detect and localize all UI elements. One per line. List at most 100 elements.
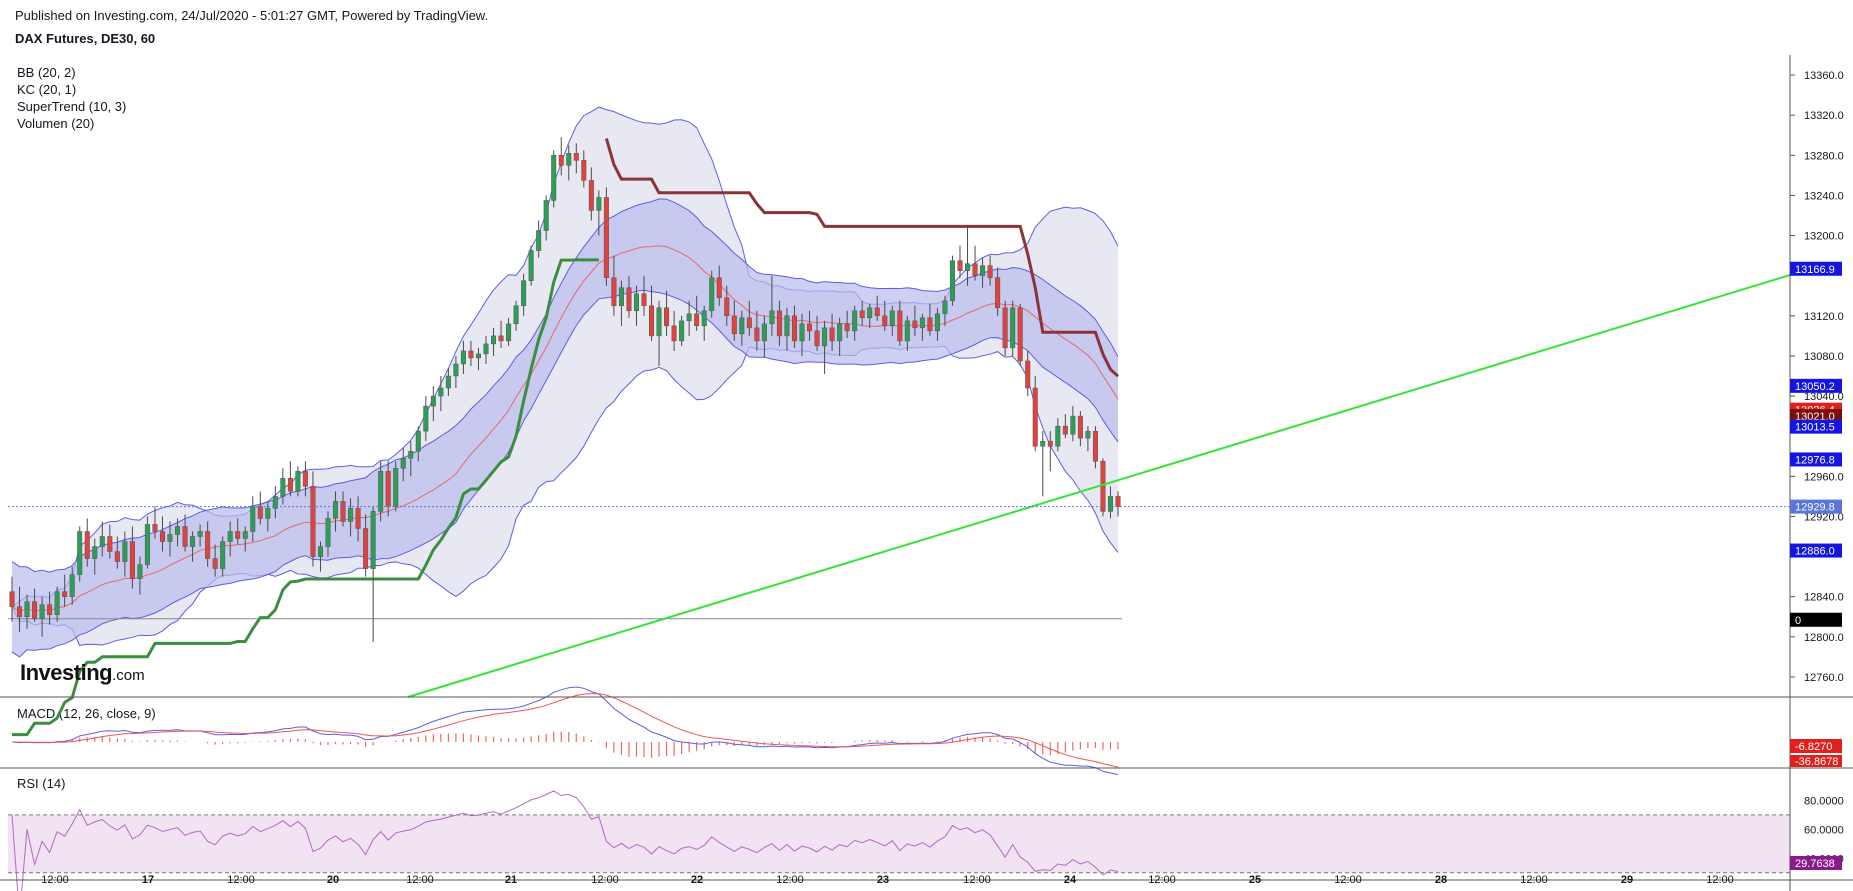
candle-body — [430, 395, 436, 407]
candle-body — [84, 531, 90, 559]
candle-body — [348, 508, 354, 522]
price-label-text: 12929.8 — [1795, 502, 1835, 514]
candle-body — [1025, 360, 1031, 389]
candle-body — [739, 317, 745, 335]
candle-body — [949, 260, 955, 302]
price-label-bg — [1790, 499, 1842, 514]
candle-body — [867, 307, 873, 319]
candle-body — [122, 541, 128, 562]
candle-body — [588, 180, 594, 211]
candle-body — [536, 230, 542, 251]
kc-fill — [12, 198, 1118, 657]
legend-item-kc[interactable]: KC (20, 1) — [17, 82, 77, 97]
candle-body — [190, 536, 196, 547]
candle-body — [844, 323, 850, 332]
x-tick-label: 12:00 — [41, 874, 69, 886]
price-label-text: 0 — [1795, 615, 1801, 627]
candle-body — [460, 350, 466, 365]
candle-body — [980, 265, 986, 276]
price-label-bg — [1790, 378, 1842, 393]
x-tick-label: 17 — [142, 874, 154, 886]
rsi-band — [8, 814, 1790, 873]
macd-signal-value: -6.8270 — [1795, 741, 1832, 753]
candle-body — [506, 323, 512, 342]
price-label-text: 12886.0 — [1795, 546, 1835, 558]
symbol-title: DAX Futures, DE30, 60 — [15, 31, 156, 46]
supertrend-up — [12, 258, 599, 737]
y-tick-label: 12760.0 — [1804, 672, 1844, 684]
candle-body — [498, 335, 504, 342]
candle-body — [1085, 430, 1091, 439]
candle-body — [483, 343, 489, 355]
y-tick-label: 12840.0 — [1804, 592, 1844, 604]
price-label-text: 12976.8 — [1795, 454, 1835, 466]
candle-body — [295, 471, 301, 492]
candle-body — [242, 531, 248, 539]
rsi-tick-label: 80.0000 — [1804, 795, 1844, 807]
candle-body — [1002, 307, 1008, 349]
candle-body — [791, 315, 797, 342]
kc-upper — [11, 198, 1119, 573]
candle-body — [731, 315, 737, 335]
x-tick-label: 12:00 — [591, 874, 619, 886]
candle-body — [250, 506, 256, 532]
candle-body — [235, 531, 241, 539]
candle-body — [656, 307, 662, 337]
y-tick-label: 13080.0 — [1804, 351, 1844, 363]
candle-body — [333, 501, 339, 519]
candle-body — [543, 200, 549, 231]
x-tick-label: 29 — [1621, 874, 1633, 886]
x-tick-label: 20 — [327, 874, 339, 886]
candle-body — [558, 155, 564, 166]
legend-item-supertrend[interactable]: SuperTrend (10, 3) — [17, 99, 127, 114]
published-info: Published on Investing.com, 24/Jul/2020 … — [15, 8, 489, 23]
candles — [9, 137, 1121, 642]
rsi-label-bg — [1790, 856, 1842, 870]
y-tick-label: 13120.0 — [1804, 311, 1844, 323]
candle-body — [1092, 430, 1098, 462]
candle-body — [182, 526, 188, 547]
macd-label[interactable]: MACD (12, 26, close, 9) — [17, 706, 156, 721]
candle-body — [852, 310, 858, 332]
supertrend — [12, 138, 1120, 737]
candle-body — [807, 323, 813, 332]
candle-body — [280, 478, 286, 497]
price-label-bg — [1790, 409, 1842, 424]
candle-body — [159, 531, 165, 542]
candle-body — [77, 531, 83, 575]
y-tick-label: 12920.0 — [1804, 511, 1844, 523]
x-tick-label: 12:00 — [963, 874, 991, 886]
candle-body — [822, 327, 828, 347]
candle-body — [32, 601, 38, 620]
macd-label-bg — [1790, 755, 1842, 767]
candle-body — [649, 305, 655, 337]
candle-body — [363, 528, 369, 569]
candle-body — [475, 353, 481, 359]
price-label-bg — [1790, 612, 1842, 627]
candle-body — [257, 506, 263, 519]
candle-body — [167, 534, 173, 542]
candle-body — [521, 280, 527, 307]
candle-body — [107, 536, 113, 552]
candle-body — [776, 310, 782, 337]
candle-body — [633, 293, 639, 312]
candle-body — [679, 320, 685, 342]
candle-body — [9, 591, 15, 607]
candle-body — [491, 335, 497, 345]
macd-pane — [11, 686, 1119, 775]
y-tick-label: 13320.0 — [1804, 110, 1844, 122]
trendline[interactable] — [407, 274, 1791, 698]
price-label-bg — [1790, 452, 1842, 467]
legend-item-volume[interactable]: Volumen (20) — [17, 116, 95, 131]
candle-body — [912, 320, 918, 329]
legend-item-bb[interactable]: BB (20, 2) — [17, 65, 76, 80]
candle-body — [445, 375, 451, 389]
x-tick-label: 22 — [691, 874, 703, 886]
candle-body — [626, 287, 632, 312]
candle-body — [799, 323, 805, 342]
candle-body — [829, 327, 835, 342]
rsi-label[interactable]: RSI (14) — [17, 776, 66, 791]
candle-body — [957, 260, 963, 271]
candle-body — [423, 405, 429, 432]
